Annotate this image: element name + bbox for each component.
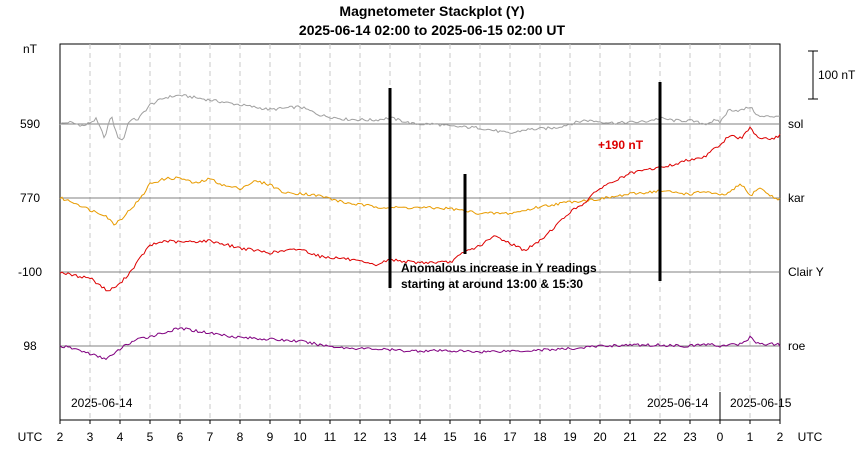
x-axis-label-right: UTC (798, 430, 823, 444)
vertical-gridlines (89, 44, 751, 420)
date-label-start: 2025-06-14 (71, 396, 133, 410)
scale-bar: 100 nT (808, 50, 856, 100)
x-tick-label: 10 (293, 430, 307, 444)
baseline-value-label: 770 (20, 191, 40, 205)
x-tick-label: 12 (353, 430, 367, 444)
x-tick-label: 15 (443, 430, 457, 444)
station-label: roe (788, 339, 806, 353)
increase-annotation: +190 nT (598, 138, 644, 152)
baseline-value-label: 98 (23, 339, 37, 353)
x-tick-label: 9 (267, 430, 274, 444)
baseline-value-label: 590 (20, 117, 40, 131)
station-label: Clair Y (788, 265, 824, 279)
x-tick-label: 6 (177, 430, 184, 444)
station-label: sol (788, 117, 803, 131)
x-tick-label: 19 (563, 430, 577, 444)
x-axis-label-left: UTC (18, 430, 43, 444)
x-tick-label: 21 (623, 430, 637, 444)
station-label: kar (788, 191, 805, 205)
anomaly-annotation-line1: Anomalous increase in Y readings (401, 261, 597, 275)
date-label-end: 2025-06-15 (730, 396, 792, 410)
unit-label: nT (23, 42, 38, 56)
x-tick-label: 23 (683, 430, 697, 444)
event-markers (388, 82, 662, 288)
series-line-roe (59, 327, 781, 361)
x-tick-label: 18 (533, 430, 547, 444)
series-baselines: 590 sol 770 kar -100 Clair Y 98 roe (18, 117, 824, 353)
x-tick-label: 11 (324, 430, 337, 444)
x-tick-label: 2 (777, 430, 784, 444)
chart-title: Magnetometer Stackplot (Y) (339, 3, 524, 19)
x-tick-label: 13 (383, 430, 397, 444)
chart-subtitle: 2025-06-14 02:00 to 2025-06-15 02:00 UT (299, 22, 566, 38)
date-label-mid: 2025-06-14 (647, 396, 709, 410)
anomaly-annotation-line2: starting at around 13:00 & 15:30 (401, 277, 583, 291)
x-tick-label: 5 (147, 430, 154, 444)
scale-bar-label: 100 nT (818, 68, 856, 82)
x-tick-label: 0 (717, 430, 724, 444)
x-tick-label: 22 (653, 430, 667, 444)
x-tick-label: 17 (503, 430, 517, 444)
x-tick-label: 14 (413, 430, 427, 444)
x-tick-label: 20 (593, 430, 607, 444)
x-tick-label: 7 (207, 430, 214, 444)
x-tick-label: 1 (747, 430, 754, 444)
x-tick-label: 4 (117, 430, 124, 444)
x-tick-label: 2 (57, 430, 64, 444)
x-tick-label: 3 (87, 430, 94, 444)
x-tick-label: 16 (473, 430, 487, 444)
x-axis-ticks: 2 3 4 5 6 7 8 9 10 11 12 13 14 15 16 17 18 19 20 21 22 23 0 1 2 (57, 420, 784, 444)
x-tick-label: 8 (237, 430, 244, 444)
baseline-value-label: -100 (18, 265, 42, 279)
